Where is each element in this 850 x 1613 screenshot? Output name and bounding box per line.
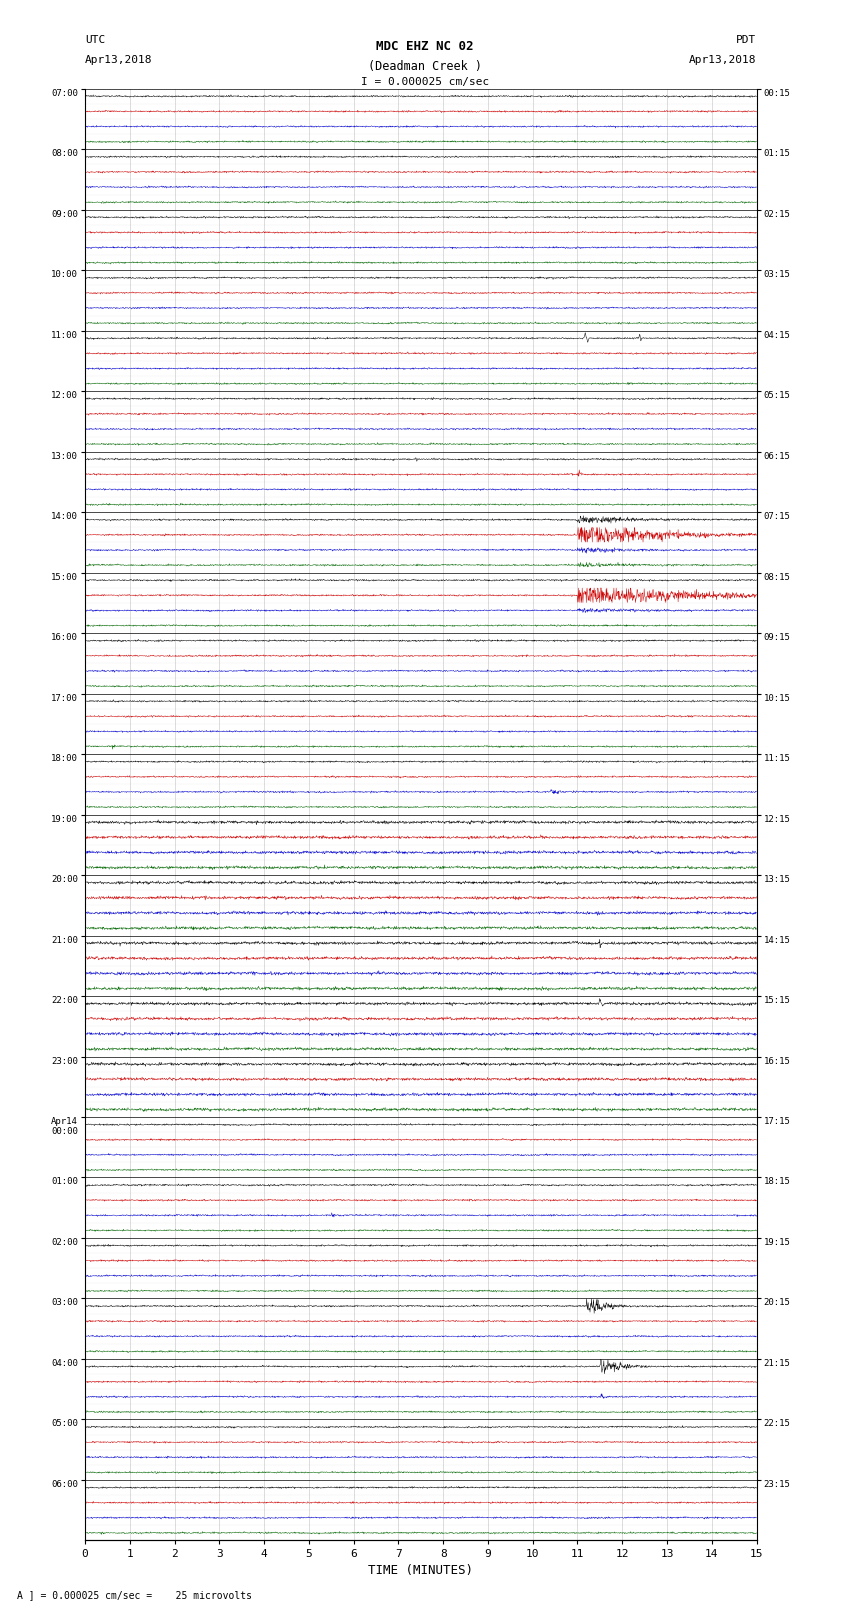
Text: Apr13,2018: Apr13,2018 — [689, 55, 756, 65]
Text: (Deadman Creek ): (Deadman Creek ) — [368, 60, 482, 73]
Text: Apr13,2018: Apr13,2018 — [85, 55, 152, 65]
Text: UTC: UTC — [85, 35, 105, 45]
Text: A ] = 0.000025 cm/sec =    25 microvolts: A ] = 0.000025 cm/sec = 25 microvolts — [17, 1590, 252, 1600]
Text: I = 0.000025 cm/sec: I = 0.000025 cm/sec — [361, 77, 489, 87]
X-axis label: TIME (MINUTES): TIME (MINUTES) — [368, 1563, 473, 1576]
Text: MDC EHZ NC 02: MDC EHZ NC 02 — [377, 40, 473, 53]
Text: PDT: PDT — [736, 35, 756, 45]
